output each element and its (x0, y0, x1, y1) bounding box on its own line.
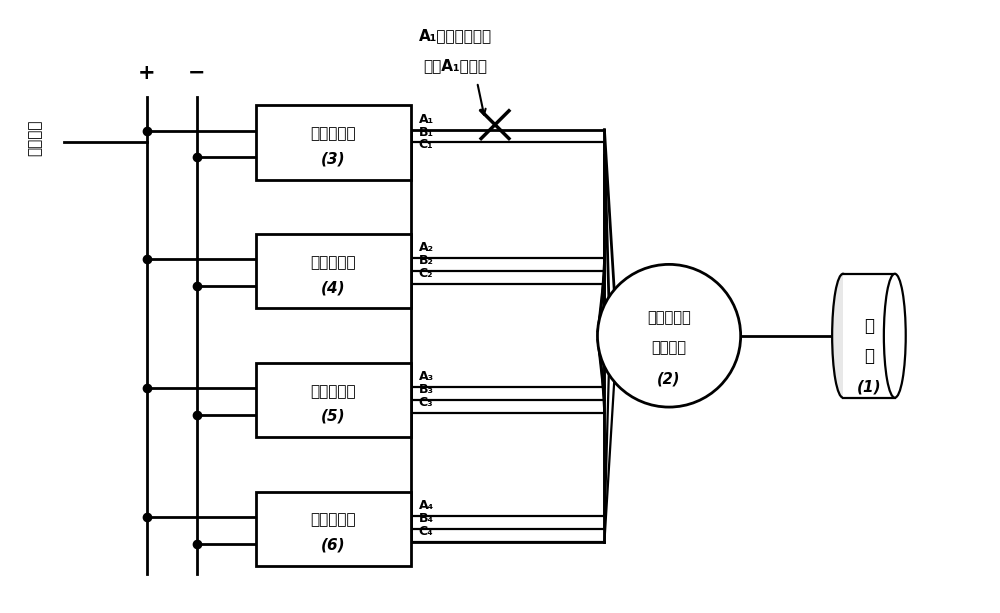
Text: 第一变流器: 第一变流器 (311, 126, 356, 141)
Bar (256, 105, 411, 180)
Text: A₁: A₁ (418, 113, 434, 126)
Text: C₃: C₃ (418, 396, 433, 409)
Circle shape (597, 264, 741, 407)
Text: (6): (6) (321, 538, 346, 553)
Text: C₂: C₂ (418, 267, 433, 280)
Text: (4): (4) (321, 280, 346, 295)
Text: (5): (5) (321, 409, 346, 424)
Text: (2): (2) (657, 372, 681, 387)
Text: 第三变流器: 第三变流器 (311, 384, 356, 398)
Text: 直流母线: 直流母线 (27, 120, 42, 156)
Text: B₂: B₂ (418, 254, 433, 267)
Text: 十二相永磁: 十二相永磁 (647, 310, 691, 326)
Text: A₂: A₂ (418, 242, 433, 254)
Text: −: − (188, 63, 205, 83)
Ellipse shape (832, 274, 854, 398)
Text: 切除A₁相绕组: 切除A₁相绕组 (423, 58, 487, 73)
Bar (843, 274, 895, 398)
Text: A₄: A₄ (418, 499, 434, 512)
Text: 轮: 轮 (864, 346, 874, 365)
Text: B₃: B₃ (418, 383, 433, 396)
Text: (1): (1) (857, 380, 881, 395)
Text: C₄: C₄ (418, 525, 433, 538)
Text: B₁: B₁ (418, 126, 433, 139)
Ellipse shape (884, 274, 906, 398)
Text: A₃: A₃ (418, 370, 434, 383)
Bar (256, 363, 411, 437)
Text: 同步电机: 同步电机 (652, 340, 687, 355)
Text: 飞: 飞 (864, 317, 874, 335)
Text: (3): (3) (321, 151, 346, 166)
Text: +: + (138, 63, 156, 83)
Text: C₁: C₁ (418, 139, 433, 151)
Text: 第四变流器: 第四变流器 (311, 512, 356, 528)
Bar (256, 234, 411, 308)
Text: 第二变流器: 第二变流器 (311, 255, 356, 270)
Text: A₁相绕组故障后: A₁相绕组故障后 (419, 28, 492, 43)
Text: B₄: B₄ (418, 512, 433, 525)
Bar (256, 492, 411, 566)
